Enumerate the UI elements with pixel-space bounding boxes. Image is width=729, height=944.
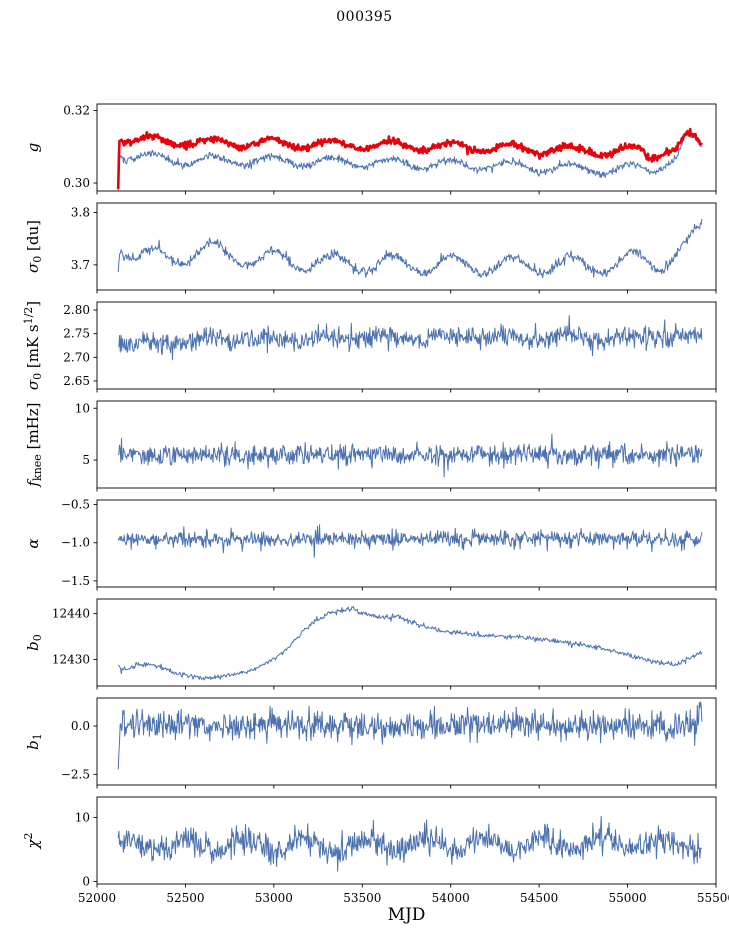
chart-title: 000395	[336, 9, 393, 25]
x-tick-label: 54500	[520, 891, 558, 905]
panel-frame	[96, 202, 717, 291]
series-sigma0-du-blue	[117, 218, 703, 279]
y-tick-label: 0.0	[71, 719, 90, 733]
series-sigma0-mks-blue	[117, 315, 703, 361]
series-chi2-blue	[117, 815, 703, 872]
y-tick-label: 3.8	[71, 205, 90, 219]
series-g-blue	[117, 129, 703, 191]
y-axis-label-chi2: χ2	[22, 832, 42, 849]
panel-alpha: −1.5 −1.0 −0.5 α	[24, 498, 717, 591]
y-axis-label-alpha: α	[24, 538, 42, 548]
panel-b1: −2.5 0.0 b1	[24, 697, 717, 789]
series-g-red	[116, 127, 703, 190]
panel-sigma0-du: 3.7 3.8 σ0 [du]	[24, 202, 717, 294]
y-tick-label: −1.5	[61, 574, 90, 588]
x-tick-label: 55500	[697, 891, 729, 905]
x-tick-label: 53500	[343, 891, 381, 905]
y-tick-label: 0	[82, 874, 90, 888]
panel-fknee: 5 10 fknee [mHz]	[24, 400, 717, 492]
panel-frame	[96, 400, 717, 489]
series-b0-blue	[117, 606, 703, 681]
y-tick-label: 2.80	[63, 303, 90, 317]
y-tick-label: 0.30	[63, 176, 90, 190]
y-tick-label: 2.75	[63, 327, 90, 341]
y-axis-label-g: g	[24, 143, 42, 153]
panel-frame	[96, 697, 717, 786]
y-tick-label: 5	[82, 453, 90, 467]
x-tick-label: 55000	[608, 891, 646, 905]
y-tick-label: 3.7	[71, 258, 90, 272]
y-tick-label: 10	[75, 401, 90, 415]
y-tick-label: −0.5	[61, 498, 90, 512]
y-axis-label-sigma0-mks: σ0 [mK s1/2]	[22, 301, 44, 390]
x-tick-label: 52000	[78, 891, 116, 905]
panel-b0: 12430 12440 b0	[24, 598, 717, 690]
panel-frame	[96, 103, 717, 192]
y-tick-label: 2.65	[63, 374, 90, 388]
y-axis-label-fknee: fknee [mHz]	[24, 402, 44, 487]
y-tick-label: 2.70	[63, 350, 90, 364]
x-tick-label: 52500	[166, 891, 204, 905]
series-fknee-blue	[117, 433, 703, 478]
y-axis-label-b0: b0	[24, 634, 44, 651]
series-alpha-blue	[117, 524, 703, 558]
x-tick-label: 54000	[432, 891, 470, 905]
y-tick-label: 0.32	[63, 104, 90, 118]
y-tick-label: 12430	[52, 652, 90, 666]
panel-frame	[96, 301, 717, 390]
x-axis-label: MJD	[387, 905, 426, 925]
panel-sigma0-mks: 2.65 2.70 2.75 2.80 σ0 [mK s1/2]	[22, 301, 717, 393]
panel-chi2: 0 10 52000 52500 53000 53500 54000 54500 55000 55…	[22, 796, 729, 905]
y-tick-label: 12440	[52, 607, 90, 621]
panel-g: 0.30 0.32 g	[24, 103, 717, 195]
panel-frame	[96, 598, 717, 687]
y-tick-label: 10	[75, 810, 90, 824]
panel-frame	[96, 499, 717, 588]
y-tick-label: −1.0	[61, 536, 90, 550]
y-axis-label-b1: b1	[24, 733, 44, 750]
y-tick-label: −2.5	[61, 767, 90, 781]
y-axis-label-sigma0-du: σ0 [du]	[24, 220, 44, 273]
x-tick-label: 53000	[255, 891, 293, 905]
panel-frame	[96, 796, 717, 885]
series-b1-blue	[117, 701, 703, 770]
